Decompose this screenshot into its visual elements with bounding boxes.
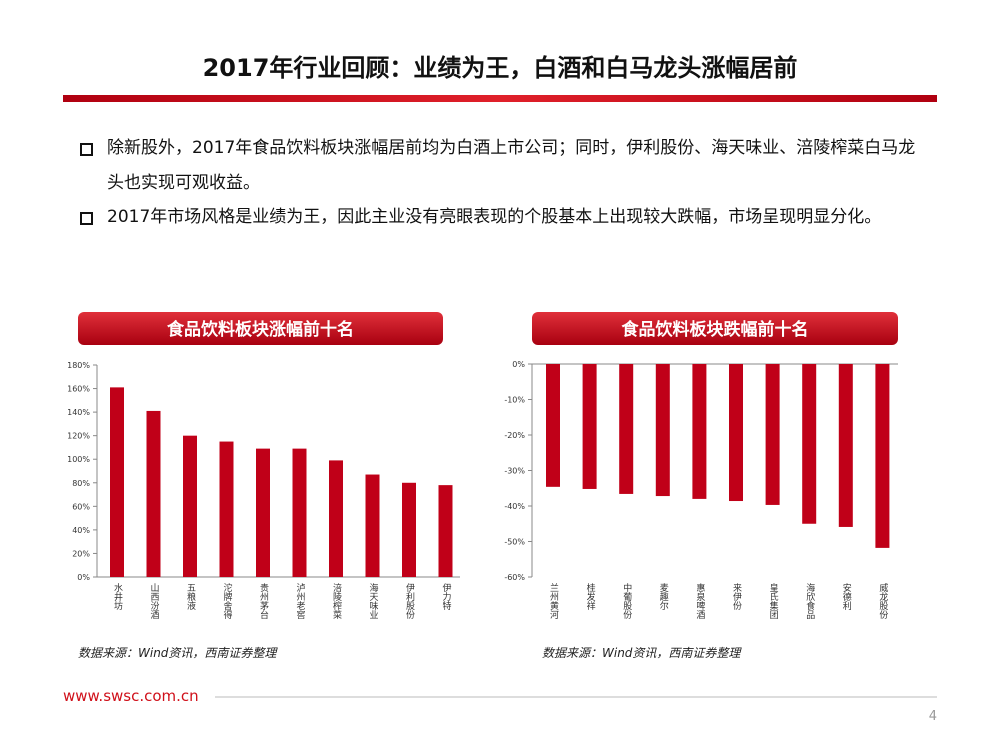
x-tick-label: 来伊份: [731, 583, 742, 611]
y-tick-label: 0%: [77, 573, 90, 582]
title-rule: [63, 95, 937, 102]
source-note: 数据来源：Wind资讯，西南证券整理: [542, 646, 742, 660]
x-tick-label: 麦趣尔: [658, 582, 669, 610]
bar: [110, 387, 124, 577]
y-tick-label: 100%: [67, 455, 90, 464]
x-tick-label: 水井坊: [112, 582, 123, 611]
x-tick-label: 沱牌舍得: [222, 582, 233, 619]
bar: [219, 441, 234, 577]
source-note: 数据来源：Wind资讯，西南证券整理: [78, 646, 278, 660]
bar: [655, 364, 670, 497]
bar: [146, 410, 161, 577]
bar: [402, 482, 416, 577]
x-tick-label: 威龙股份: [877, 582, 888, 620]
bar: [546, 364, 560, 487]
y-tick-label: -30%: [504, 467, 525, 476]
chart-title: 食品饮料板块跌幅前十名: [622, 319, 809, 340]
y-tick-label: 80%: [72, 479, 90, 488]
y-tick-label: -40%: [504, 502, 525, 511]
bar: [802, 364, 817, 524]
x-tick-label: 山西汾酒: [149, 583, 160, 620]
bar: [329, 460, 343, 577]
x-tick-label: 兰州黄河: [548, 582, 559, 619]
bullet-text: 2017年市场风格是业绩为王，因此主业没有亮眼表现的个股基本上出现较大跌幅，市场…: [107, 207, 882, 227]
y-tick-label: -10%: [504, 396, 525, 405]
x-tick-label: 皇氏集团: [768, 582, 779, 620]
bullet: 2017年市场风格是业绩为王，因此主业没有亮眼表现的个股基本上出现较大跌幅，市场…: [80, 200, 920, 235]
bar: [729, 364, 743, 502]
y-tick-label: 60%: [72, 502, 90, 511]
y-tick-label: 160%: [67, 385, 90, 394]
bar: [838, 364, 853, 527]
page-number: 4: [929, 709, 937, 724]
y-tick-label: 120%: [67, 432, 90, 441]
x-tick-label: 海欣食品: [804, 582, 815, 620]
x-tick-label: 涪陵榨菜: [331, 582, 342, 620]
bar: [765, 364, 780, 505]
slide-title: 2017年行业回顾：业绩为王，白酒和白马龙头涨幅居前: [202, 54, 798, 82]
bar: [365, 474, 380, 577]
x-tick-label: 海天味业: [368, 582, 379, 619]
x-tick-label: 桂发祥: [585, 582, 596, 611]
bar: [438, 485, 453, 577]
bar: [582, 364, 597, 489]
y-tick-label: 0%: [512, 360, 525, 369]
bullet: 除新股外，2017年食品饮料板块涨幅居前均为白酒上市公司；同时，伊利股份、海天味…: [80, 131, 920, 201]
chart-banner: [532, 312, 898, 345]
x-tick-label: 贵州茅台: [258, 582, 269, 620]
bar: [183, 435, 197, 577]
x-tick-label: 伊力特: [441, 582, 452, 610]
y-tick-label: -20%: [504, 431, 525, 440]
bar: [692, 364, 707, 499]
bar: [292, 448, 307, 577]
bullet-text: 除新股外，2017年食品饮料板块涨幅居前均为白酒上市公司；同时，伊利股份、海天味…: [107, 138, 916, 193]
bar: [256, 448, 270, 577]
y-tick-label: 180%: [67, 361, 90, 370]
x-tick-label: 惠泉啤酒: [694, 582, 705, 620]
chart-banner: [78, 312, 443, 345]
x-tick-label: 泸州老窖: [295, 583, 306, 620]
x-tick-label: 中葡股份: [621, 582, 632, 620]
x-tick-label: 安德利: [841, 582, 852, 610]
bar: [619, 364, 634, 494]
footer-url: www.swsc.com.cn: [63, 687, 199, 705]
y-tick-label: 140%: [67, 408, 90, 417]
chart-title: 食品饮料板块涨幅前十名: [167, 319, 354, 340]
y-tick-label: -50%: [504, 538, 525, 547]
x-tick-label: 伊利股份: [404, 582, 415, 620]
y-tick-label: 20%: [72, 549, 90, 558]
y-tick-label: 40%: [72, 526, 90, 535]
x-tick-label: 五粮液: [185, 583, 196, 611]
bar: [875, 364, 890, 548]
y-tick-label: -60%: [504, 573, 525, 582]
